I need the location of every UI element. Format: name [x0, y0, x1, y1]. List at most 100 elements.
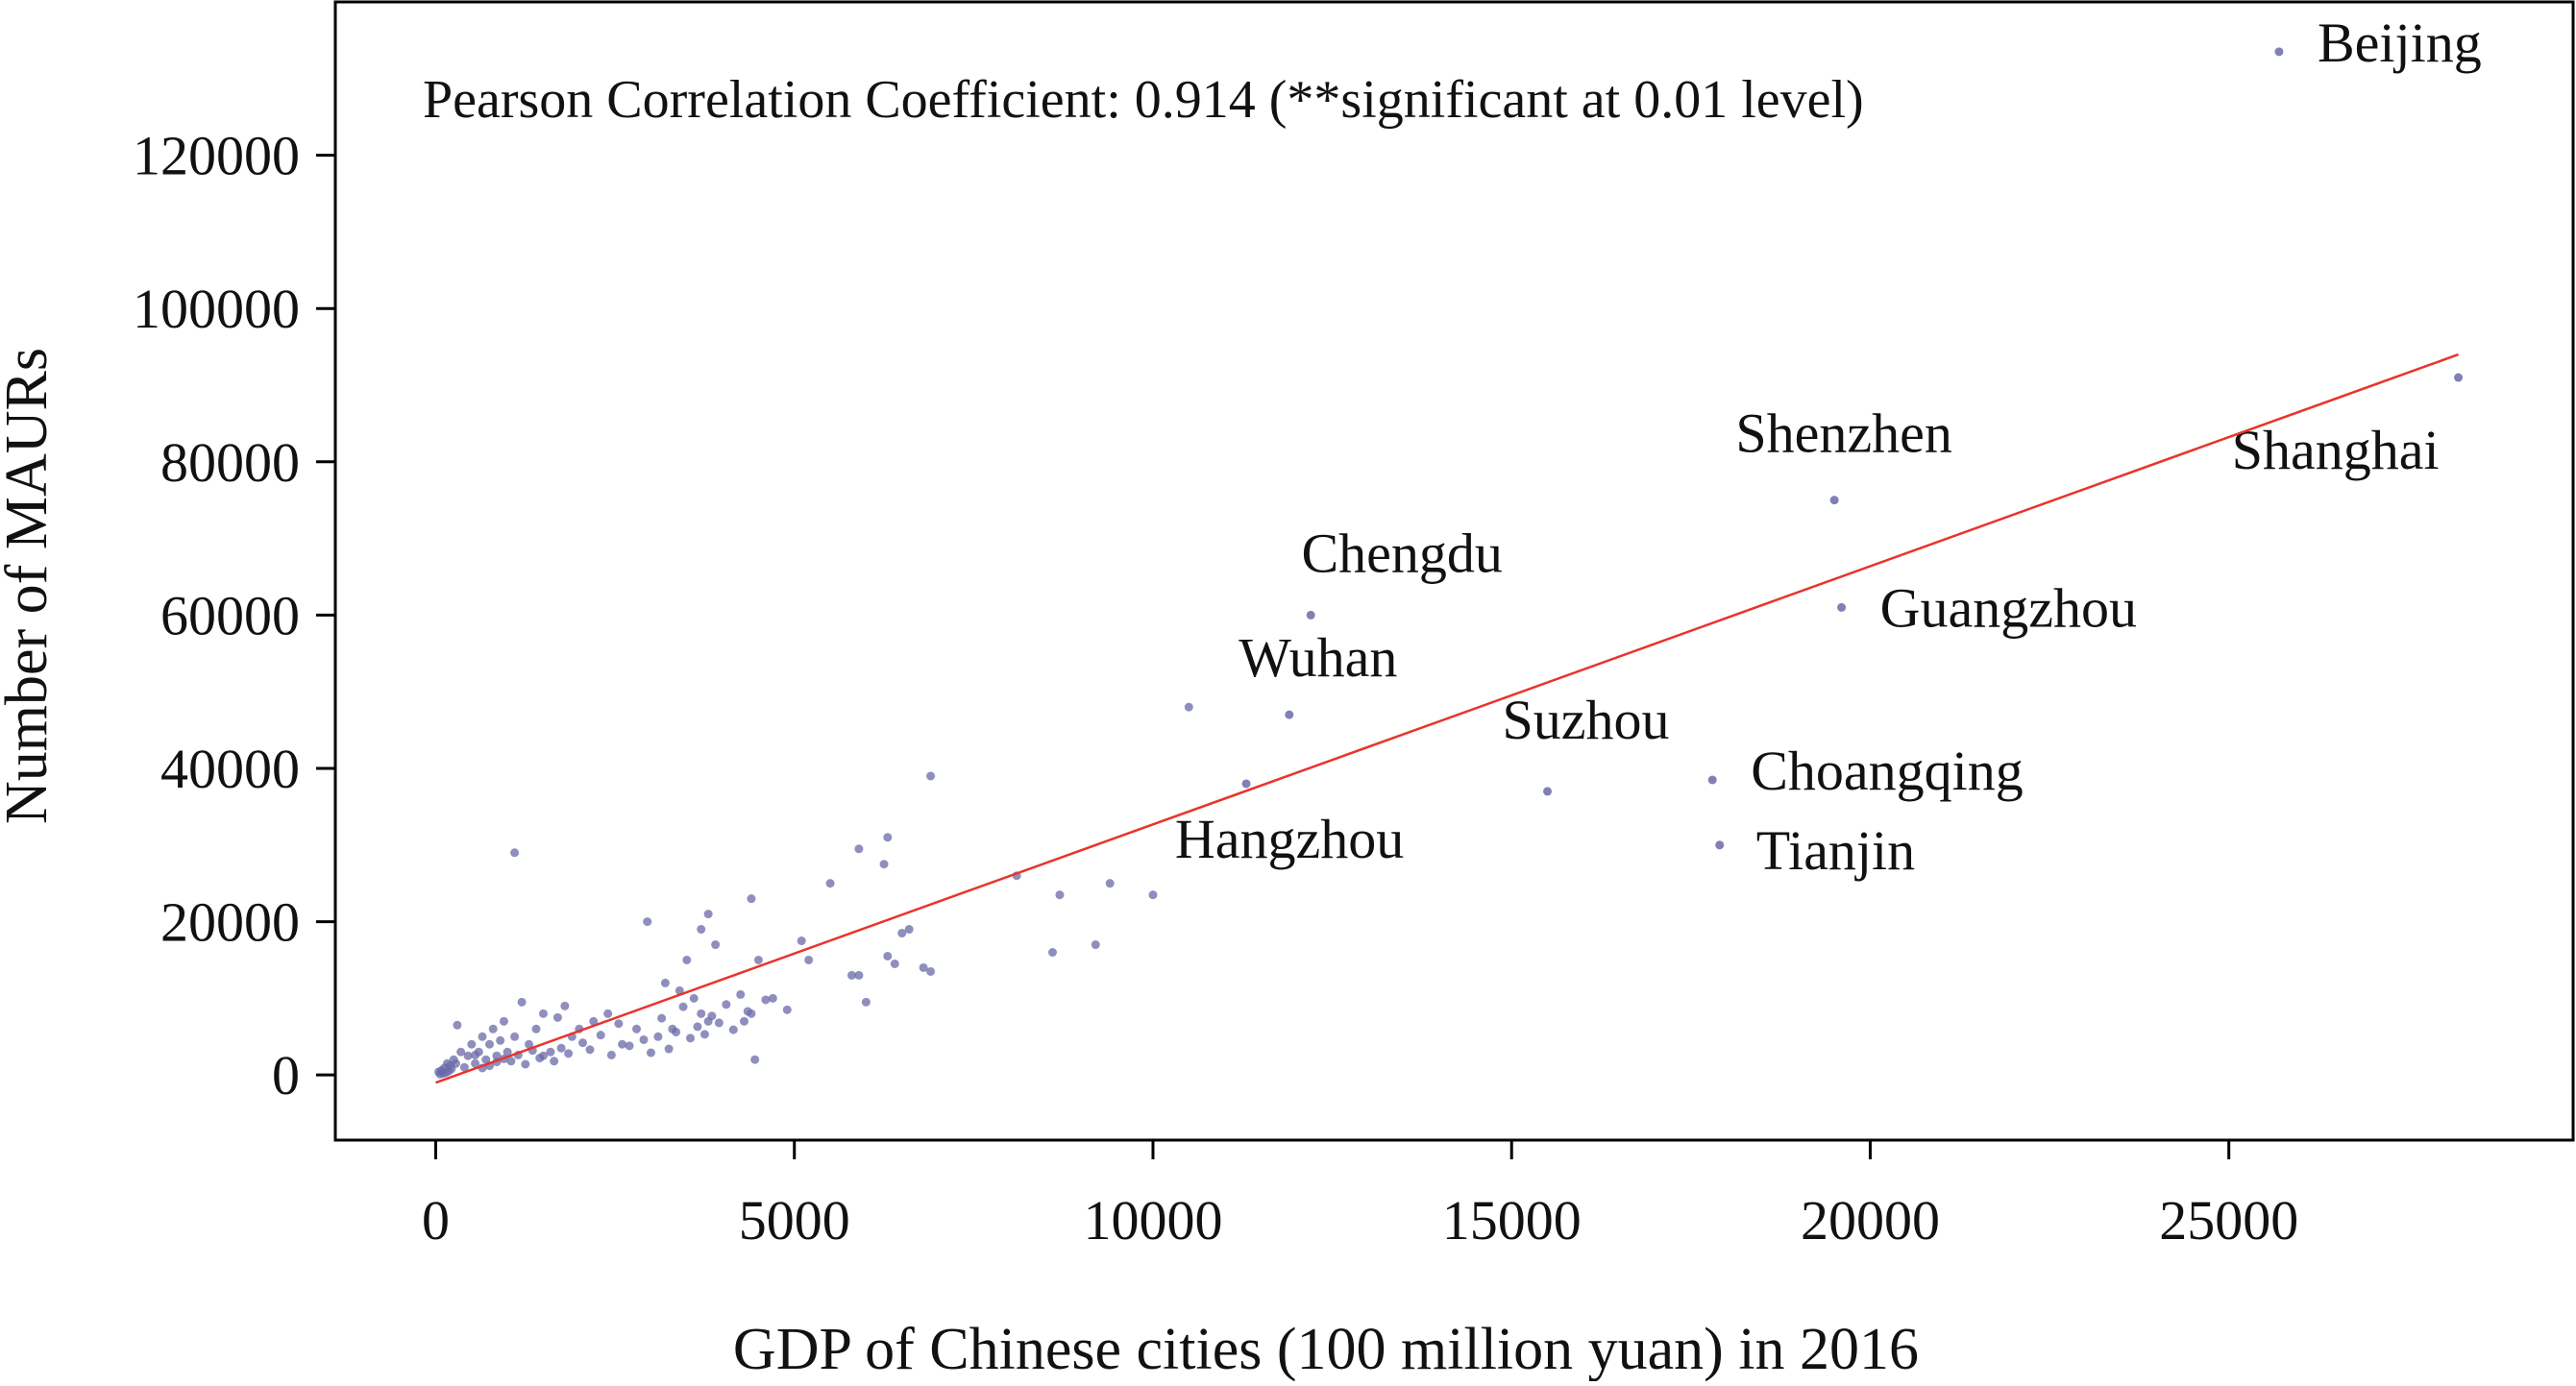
label-suzhou: Suzhou: [1503, 689, 1670, 751]
data-point: [538, 1009, 548, 1018]
data-point: [535, 1054, 545, 1063]
data-point: [463, 1051, 473, 1060]
data-point: [897, 929, 907, 938]
data-point: [707, 1011, 717, 1021]
data-points: [433, 47, 2464, 1079]
x-tick-label: 25000: [2159, 1189, 2298, 1252]
data-point: [664, 1044, 674, 1054]
data-point: [531, 1024, 541, 1033]
data-point: [703, 910, 713, 919]
data-point: [697, 1009, 706, 1018]
data-point: [488, 1024, 498, 1033]
data-point: [879, 860, 889, 869]
data-point: [750, 1055, 760, 1064]
data-point: [678, 1002, 688, 1011]
data-point: [861, 997, 871, 1007]
data-point: [646, 1048, 655, 1058]
data-point: [467, 1039, 477, 1049]
data-point: [693, 1022, 702, 1032]
x-tick-label: 0: [422, 1189, 450, 1252]
data-point: [699, 1030, 709, 1039]
y-tick-label: 100000: [133, 278, 300, 340]
data-point: [689, 993, 699, 1003]
data-point: [503, 1047, 512, 1057]
data-point: [904, 925, 914, 935]
data-point-beijing: [2274, 47, 2284, 57]
data-point: [564, 1049, 574, 1058]
x-axis-ticks: 0 5000 10000 15000 20000 25000: [422, 1140, 2298, 1252]
x-tick-label: 15000: [1442, 1189, 1582, 1252]
label-shenzhen: Shenzhen: [1735, 402, 1952, 465]
data-point: [782, 1005, 792, 1014]
data-point: [736, 989, 746, 999]
y-axis-ticks: 0 20000 40000 60000 80000 100000 120000: [133, 125, 335, 1106]
data-point-shenzhen: [1829, 496, 1839, 505]
data-point: [926, 966, 936, 976]
label-beijing: Beijing: [2318, 12, 2482, 74]
data-point: [606, 1050, 616, 1059]
data-point: [761, 995, 771, 1005]
data-point-tianjin: [1715, 840, 1725, 850]
data-point: [589, 1016, 599, 1026]
data-point-wuhan: [1285, 710, 1294, 719]
x-tick-label: 10000: [1083, 1189, 1222, 1252]
y-tick-label: 120000: [133, 125, 300, 187]
data-point: [1105, 879, 1115, 888]
y-tick-label: 0: [272, 1044, 300, 1106]
data-point: [499, 1016, 508, 1026]
data-point: [926, 771, 936, 781]
data-point: [657, 1013, 667, 1023]
data-point: [747, 894, 756, 904]
x-axis-label: GDP of Chinese cities (100 million yuan)…: [733, 1317, 1919, 1381]
y-tick-label: 40000: [160, 738, 300, 800]
data-point: [596, 1031, 605, 1040]
data-point: [578, 1038, 588, 1048]
data-point: [686, 1033, 696, 1043]
data-point: [1148, 890, 1158, 900]
data-point-suzhou: [1543, 787, 1553, 796]
data-point-chengdu: [1306, 610, 1315, 620]
data-point-guangzhou: [1837, 602, 1847, 612]
label-wuhan: Wuhan: [1239, 626, 1397, 689]
data-point: [510, 848, 520, 858]
data-point: [603, 1009, 613, 1018]
plot-frame: [333, 0, 2575, 1142]
x-tick-label: 5000: [739, 1189, 850, 1252]
data-point: [711, 940, 721, 950]
data-point: [556, 1043, 566, 1053]
trend-line: [435, 353, 2459, 1084]
data-point: [453, 1020, 462, 1030]
data-point: [550, 1057, 559, 1066]
data-point: [618, 1039, 627, 1049]
data-point: [478, 1032, 487, 1041]
data-point: [625, 1041, 634, 1051]
data-point: [552, 1012, 562, 1022]
data-point: [743, 1007, 752, 1016]
data-point: [471, 1050, 480, 1059]
correlation-annotation: Pearson Correlation Coefficient: 0.914 (…: [423, 70, 1864, 130]
data-point: [456, 1047, 466, 1057]
data-point-choangqing: [1707, 775, 1717, 785]
data-point: [496, 1035, 505, 1045]
data-point: [1091, 940, 1100, 950]
data-point: [753, 955, 763, 964]
data-point: [883, 833, 893, 842]
data-point: [883, 951, 893, 960]
x-tick-label: 20000: [1801, 1189, 1940, 1252]
point-labels: Beijing Shanghai Shenzhen Guangzhou Chengdu W…: [1175, 12, 2482, 882]
data-point: [1047, 947, 1057, 957]
data-point: [639, 1034, 649, 1044]
data-point: [1055, 890, 1065, 900]
label-shanghai: Shanghai: [2232, 419, 2440, 481]
data-point: [653, 1032, 663, 1041]
data-point: [854, 844, 864, 854]
data-point: [682, 955, 692, 964]
data-point-shanghai: [2454, 373, 2464, 382]
data-point: [506, 1057, 516, 1066]
data-point: [804, 955, 814, 964]
data-point: [521, 1059, 530, 1069]
data-point: [890, 959, 899, 968]
data-point: [797, 936, 806, 946]
